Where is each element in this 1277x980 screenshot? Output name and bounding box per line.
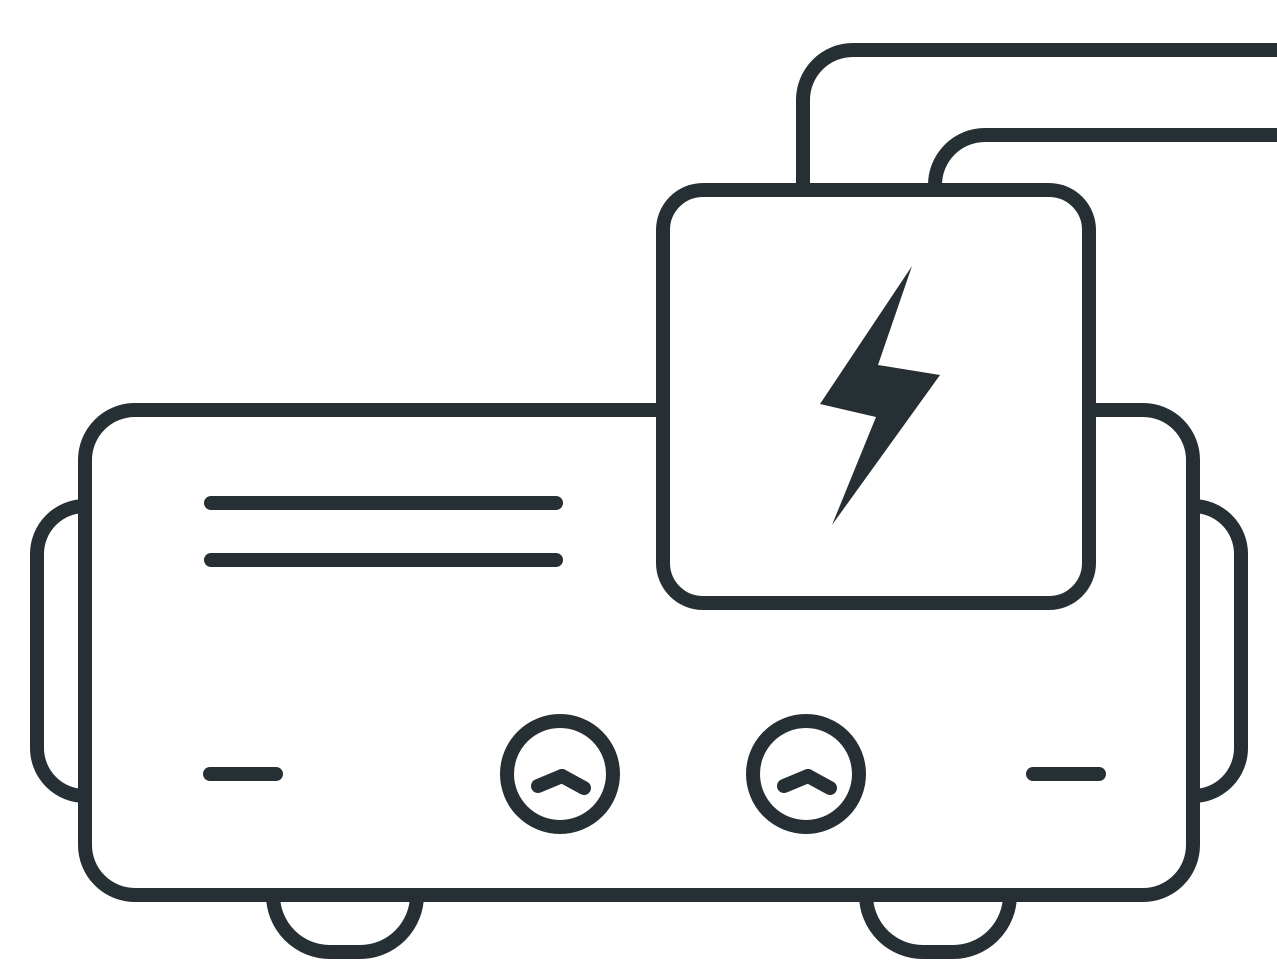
generator-icon (0, 0, 1277, 980)
